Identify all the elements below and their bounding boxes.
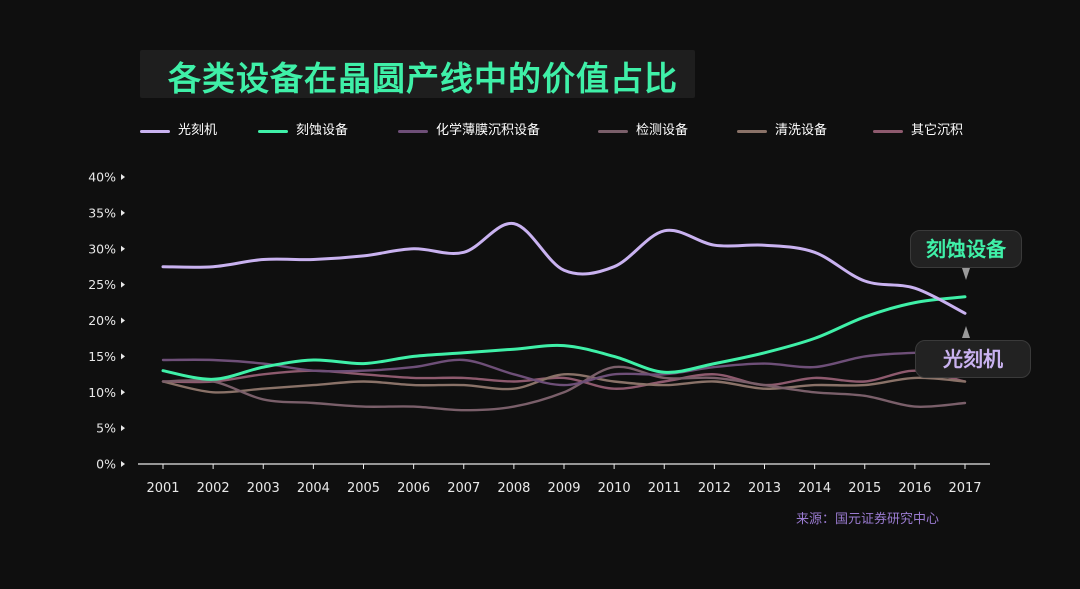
legend-swatch bbox=[398, 130, 428, 133]
y-tick-arrow bbox=[121, 317, 125, 324]
series-line-3 bbox=[161, 351, 967, 387]
series-line-6 bbox=[161, 369, 967, 390]
y-tick-label: 5% bbox=[96, 421, 116, 436]
legend-label: 光刻机 bbox=[178, 123, 218, 138]
legend-swatch bbox=[598, 130, 628, 133]
title-background bbox=[140, 50, 695, 98]
y-tick-label: 10% bbox=[88, 385, 116, 400]
legend-swatch bbox=[140, 130, 170, 133]
y-tick-label: 0% bbox=[96, 457, 116, 472]
chart-source: 来源：国元证券研究中心 bbox=[796, 512, 940, 527]
chart-series-lines bbox=[161, 222, 970, 412]
x-tick-label: 2013 bbox=[748, 481, 781, 496]
y-tick-label: 30% bbox=[88, 241, 116, 256]
series-line-4 bbox=[161, 365, 967, 412]
x-tick-label: 2016 bbox=[898, 481, 931, 496]
x-tick-label: 2011 bbox=[648, 481, 681, 496]
y-tick-arrow bbox=[121, 174, 125, 180]
etch-callout-tag: 刻蚀设备 bbox=[910, 230, 1022, 268]
legend-label: 检测设备 bbox=[636, 123, 689, 138]
y-tick-label: 15% bbox=[88, 349, 116, 364]
etch-callout-pointer bbox=[962, 268, 970, 280]
y-tick-arrow bbox=[121, 425, 125, 432]
x-tick-label: 2007 bbox=[447, 481, 480, 496]
x-tick-label: 2009 bbox=[547, 481, 580, 496]
legend-swatch bbox=[737, 130, 767, 133]
legend-label: 化学薄膜沉积设备 bbox=[436, 123, 541, 138]
y-tick-arrow bbox=[121, 209, 125, 216]
y-tick-arrow bbox=[121, 389, 125, 396]
x-tick-label: 2010 bbox=[598, 481, 631, 496]
legend-swatch bbox=[873, 130, 903, 133]
x-tick-label: 2015 bbox=[848, 481, 881, 496]
series-line-1 bbox=[161, 222, 967, 315]
legend-label: 刻蚀设备 bbox=[296, 123, 349, 138]
x-tick-label: 2008 bbox=[497, 481, 530, 496]
chart-axes: 2001 2002 2003 2004 2005 2006 2007 2008 2009 2010… bbox=[88, 170, 990, 496]
x-tick-label: 2017 bbox=[948, 481, 981, 496]
y-tick-label: 25% bbox=[88, 277, 116, 292]
x-tick-label: 2004 bbox=[297, 481, 330, 496]
legend-swatch bbox=[258, 130, 288, 133]
y-tick-arrow bbox=[121, 245, 125, 252]
x-tick-label: 2014 bbox=[798, 481, 831, 496]
y-tick-arrow bbox=[121, 461, 125, 467]
x-tick-label: 2006 bbox=[397, 481, 430, 496]
x-tick-label: 2002 bbox=[197, 481, 230, 496]
y-tick-arrow bbox=[121, 281, 125, 288]
y-tick-arrow bbox=[121, 353, 125, 360]
x-tick-label: 2005 bbox=[347, 481, 380, 496]
litho-callout-pointer bbox=[962, 326, 970, 338]
legend-label: 清洗设备 bbox=[775, 123, 828, 138]
x-tick-label: 2012 bbox=[698, 481, 731, 496]
series-line-2 bbox=[161, 295, 967, 381]
x-tick-label: 2003 bbox=[247, 481, 280, 496]
chart-title: 各类设备在晶圆产线中的价值占比 bbox=[168, 59, 678, 98]
y-tick-label: 20% bbox=[88, 313, 116, 328]
litho-callout-tag: 光刻机 bbox=[915, 340, 1031, 378]
legend-label: 其它沉积 bbox=[911, 123, 964, 138]
y-tick-label: 40% bbox=[88, 170, 116, 185]
y-tick-label: 35% bbox=[88, 205, 116, 220]
x-tick-label: 2001 bbox=[146, 481, 179, 496]
series-line-5 bbox=[161, 372, 967, 394]
